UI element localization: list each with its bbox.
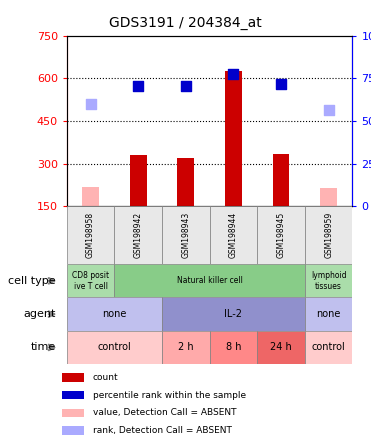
Text: GSM198945: GSM198945 [276,212,286,258]
Text: count: count [93,373,118,382]
Text: control: control [98,342,131,353]
Text: GSM198942: GSM198942 [134,212,143,258]
FancyBboxPatch shape [210,206,257,264]
Text: agent: agent [23,309,56,319]
FancyBboxPatch shape [305,331,352,364]
Text: control: control [312,342,345,353]
Text: percentile rank within the sample: percentile rank within the sample [93,391,246,400]
FancyBboxPatch shape [210,331,257,364]
Text: GSM198944: GSM198944 [229,212,238,258]
Bar [273,154,289,206]
Text: Natural killer cell: Natural killer cell [177,276,243,285]
Text: GSM198958: GSM198958 [86,212,95,258]
Text: value, Detection Call = ABSENT: value, Detection Call = ABSENT [93,408,236,417]
FancyBboxPatch shape [257,331,305,364]
Bar [62,408,84,417]
FancyBboxPatch shape [67,206,114,264]
FancyBboxPatch shape [257,206,305,264]
FancyBboxPatch shape [162,331,210,364]
FancyBboxPatch shape [114,264,305,297]
Text: lymphoid
tissues: lymphoid tissues [311,271,347,290]
FancyBboxPatch shape [162,297,305,331]
Text: GSM198959: GSM198959 [324,212,333,258]
Text: cell type: cell type [8,276,56,286]
Bar [62,426,84,435]
Text: IL-2: IL-2 [224,309,242,319]
Point [230,71,236,78]
Text: 8 h: 8 h [226,342,241,353]
Bar [320,188,337,206]
Point [88,100,93,107]
FancyBboxPatch shape [67,297,162,331]
Text: rank, Detection Call = ABSENT: rank, Detection Call = ABSENT [93,426,232,435]
FancyBboxPatch shape [162,206,210,264]
Text: CD8 posit
ive T cell: CD8 posit ive T cell [72,271,109,290]
Point [278,81,284,88]
FancyBboxPatch shape [67,264,114,297]
Bar [177,158,194,206]
Point [326,106,332,113]
FancyBboxPatch shape [114,206,162,264]
Bar [225,71,242,206]
Bar [130,155,147,206]
Text: none: none [102,309,127,319]
Point [183,83,189,90]
FancyBboxPatch shape [305,206,352,264]
Point [135,83,141,90]
Text: GSM198943: GSM198943 [181,212,190,258]
Text: 24 h: 24 h [270,342,292,353]
FancyBboxPatch shape [67,331,162,364]
Bar [62,373,84,382]
Text: 2 h: 2 h [178,342,194,353]
Text: time: time [30,342,56,353]
Bar [82,186,99,206]
Bar [62,391,84,400]
FancyBboxPatch shape [305,297,352,331]
Text: none: none [316,309,341,319]
FancyBboxPatch shape [305,264,352,297]
Text: GDS3191 / 204384_at: GDS3191 / 204384_at [109,16,262,30]
